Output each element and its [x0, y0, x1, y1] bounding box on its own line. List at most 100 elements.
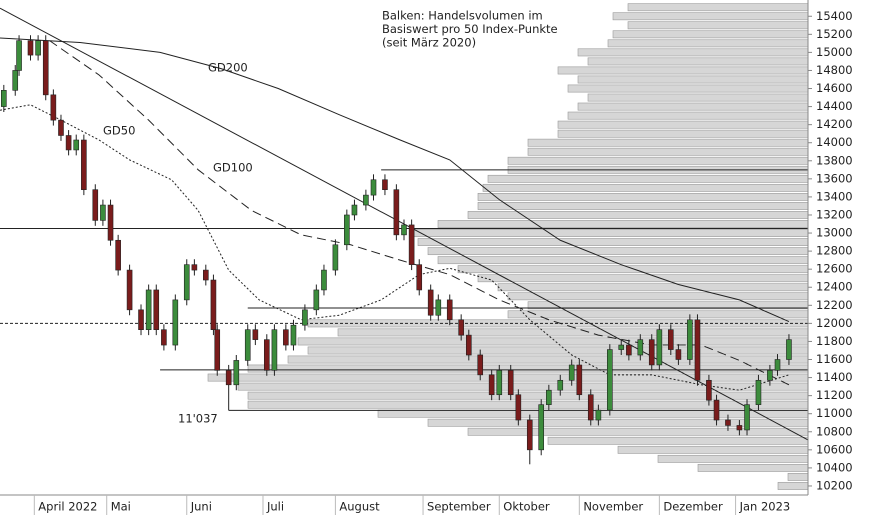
y-tick-label: 13800	[816, 153, 853, 167]
volume-bar	[477, 274, 809, 283]
y-tick-label: 10800	[816, 424, 853, 438]
volume-bar	[527, 138, 809, 147]
y-tick-label: 11600	[816, 352, 853, 366]
x-tick-label: September	[427, 500, 491, 514]
volume-bar	[612, 12, 809, 21]
volume-bar	[612, 30, 809, 39]
volume-bar	[427, 247, 809, 256]
candle-body	[713, 399, 720, 421]
volume-bar	[587, 93, 809, 102]
y-tick-label: 14000	[816, 135, 853, 149]
y-tick-label: 11400	[816, 370, 853, 384]
ma-label: GD50	[103, 124, 135, 138]
candle-body	[92, 189, 99, 221]
x-tick-label: Juli	[266, 500, 284, 514]
x-tick-label: Dezember	[663, 500, 723, 514]
y-tick-label: 14200	[816, 117, 853, 131]
volume-bar	[427, 418, 809, 427]
volume-bar	[437, 220, 809, 228]
y-tick-label: 15400	[816, 9, 853, 23]
candle-body	[382, 179, 388, 190]
candle-body	[313, 289, 320, 311]
volume-bar	[507, 292, 809, 301]
volume-bar	[417, 238, 809, 246]
candle-body	[225, 370, 232, 386]
candle-body	[351, 204, 358, 216]
candle-body	[667, 329, 674, 350]
candle-body	[370, 179, 377, 196]
candle-body	[191, 264, 198, 271]
x-tick-label: April 2022	[38, 500, 97, 514]
volume-bar	[617, 445, 809, 454]
y-tick-label: 15200	[816, 27, 853, 41]
candle-body	[435, 299, 442, 316]
candle-body	[607, 349, 613, 411]
moving-average	[0, 37, 790, 323]
volume-bar	[337, 328, 809, 337]
candle-body	[618, 344, 625, 350]
candle-body	[595, 409, 602, 421]
candle-body	[507, 370, 514, 396]
candle-body	[302, 309, 308, 326]
volume-bar	[477, 193, 809, 201]
volume-bar	[477, 202, 809, 210]
volume-bar	[547, 436, 809, 445]
volume-bar	[557, 120, 809, 129]
candle-body	[416, 264, 423, 291]
candle-body	[427, 289, 434, 316]
candle-body	[115, 239, 121, 271]
y-tick-label: 15000	[816, 45, 853, 59]
candle-body	[233, 360, 240, 386]
candle-body	[637, 339, 644, 356]
candle-body	[107, 204, 114, 241]
candle-body	[393, 189, 400, 236]
volume-bar	[627, 3, 809, 12]
volume-bar	[627, 21, 809, 30]
candle-body	[744, 404, 750, 431]
candle-body	[515, 394, 522, 421]
volume-bar	[567, 111, 809, 120]
candle-body	[526, 419, 533, 451]
volume-bar	[657, 454, 809, 463]
candle-body	[767, 370, 773, 381]
candle-body	[687, 319, 693, 360]
candle-body	[263, 339, 270, 371]
candle-body	[290, 324, 297, 346]
volume-bar	[557, 66, 809, 75]
volume-bar	[777, 482, 809, 490]
candle-body	[27, 40, 34, 56]
candle-body	[100, 204, 106, 221]
y-tick-label: 11000	[816, 406, 853, 420]
candle-body	[538, 404, 545, 451]
volume-bar	[287, 355, 809, 364]
candle-body	[126, 269, 133, 311]
candle-body	[153, 289, 160, 330]
candle-body	[755, 379, 762, 405]
volume-bar	[507, 310, 809, 319]
candle-body	[58, 119, 64, 136]
candle-body	[458, 319, 464, 336]
candle-body	[210, 279, 217, 330]
volume-bar	[467, 427, 809, 436]
candle-body	[446, 299, 453, 321]
ma-label: GD200	[208, 61, 248, 75]
candle-body	[283, 329, 289, 346]
candle-body	[172, 299, 179, 346]
candle-body	[203, 269, 209, 281]
candle-body	[675, 349, 682, 360]
candle-body	[587, 394, 594, 421]
candle-body	[546, 389, 552, 405]
candle-body	[1, 90, 7, 107]
ma-label: GD100	[213, 161, 253, 175]
x-tick-label: Mai	[111, 500, 131, 514]
x-tick-label: Jan 2023	[739, 500, 791, 514]
volume-bar	[497, 283, 809, 292]
candle-body	[488, 374, 495, 396]
volume-bar	[587, 57, 809, 66]
y-tick-label: 11800	[816, 334, 853, 348]
volume-bar	[247, 364, 809, 373]
candle-body	[408, 224, 415, 265]
candle-body	[12, 70, 19, 91]
y-tick-label: 10200	[816, 478, 853, 492]
